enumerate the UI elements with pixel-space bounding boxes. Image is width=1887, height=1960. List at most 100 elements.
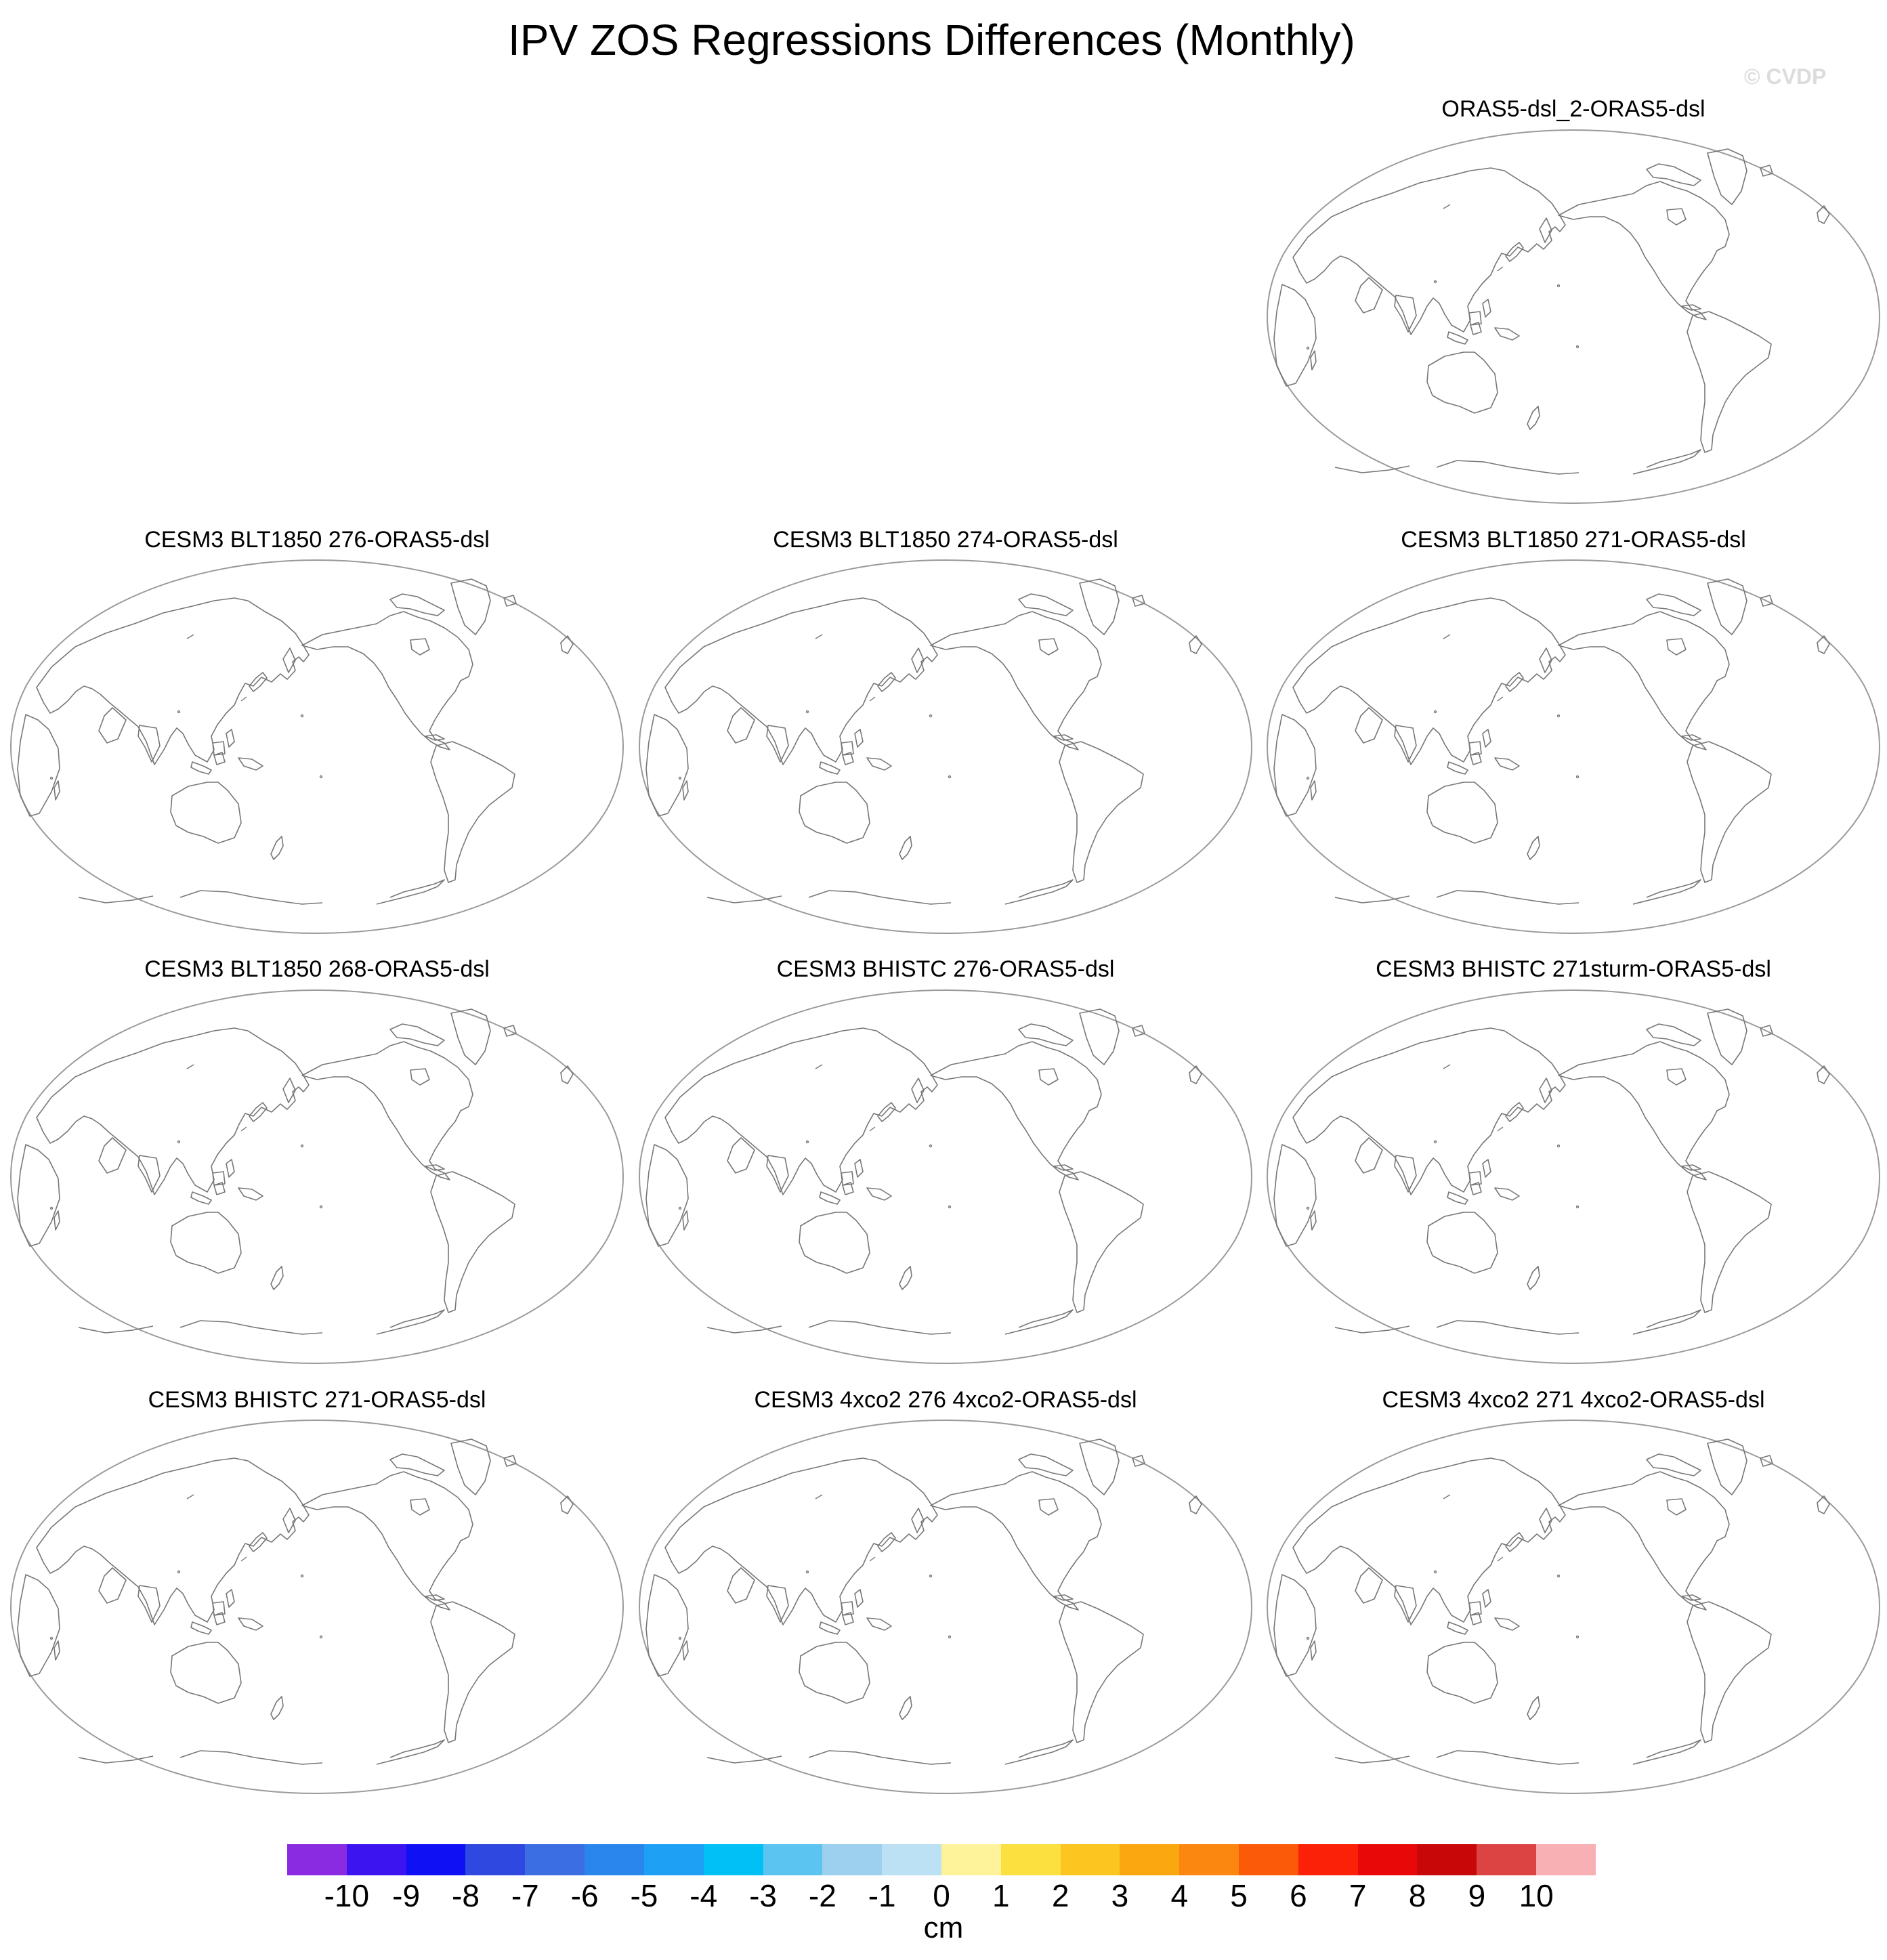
coast-indonesia-2 — [842, 1182, 854, 1195]
coast-hudson — [1038, 638, 1059, 656]
coast-antarctica-3 — [706, 1755, 782, 1764]
colorbar-box — [1477, 1844, 1537, 1875]
coast-north-america — [930, 1041, 1102, 1180]
coast-uk — [560, 1065, 574, 1084]
coast-eurasia — [36, 1457, 310, 1625]
colorbar-tick-label: -8 — [452, 1878, 480, 1913]
coast-uk — [1189, 635, 1202, 654]
coast-madagascar — [1310, 780, 1317, 801]
coast-madagascar — [54, 780, 60, 801]
coast-india — [1394, 1155, 1417, 1193]
coast-india — [137, 1585, 161, 1623]
coast-uk — [1817, 1495, 1830, 1514]
coast-iceland — [1760, 1025, 1773, 1037]
coast-new-guinea — [1494, 1187, 1520, 1201]
coast-greenland — [1707, 1008, 1747, 1065]
colorbar-box — [1298, 1844, 1358, 1875]
coast-north-america — [1558, 1471, 1730, 1611]
coast-uk — [1189, 1495, 1202, 1514]
colorbar-box — [1120, 1844, 1180, 1875]
coast-australia — [1426, 351, 1498, 414]
coast-arabia — [1355, 1137, 1383, 1174]
robinson-map-panel — [1267, 989, 1880, 1365]
coast-arctic-islands — [1646, 1023, 1701, 1046]
coast-borneo — [1468, 1601, 1482, 1616]
coast-antarctica-3 — [1334, 1755, 1410, 1764]
coast-south-america — [430, 1171, 515, 1313]
colorbar-tick-label: 7 — [1349, 1878, 1367, 1913]
coast-borneo — [1468, 311, 1482, 326]
coast-borneo — [212, 1171, 226, 1186]
coast-india — [766, 1585, 789, 1623]
coast-hudson — [410, 1498, 430, 1516]
coast-cuba — [1681, 734, 1701, 741]
coast-greenland — [1707, 148, 1747, 205]
coast-hudson — [1666, 1068, 1687, 1086]
coast-antarctica-3 — [1334, 895, 1410, 903]
coast-south-america — [1059, 1171, 1144, 1313]
colorbar-box — [703, 1844, 763, 1875]
coast-arabia — [98, 1567, 127, 1604]
coast-antarctica-3 — [78, 895, 154, 903]
coast-kamchatka — [911, 1078, 925, 1103]
coast-india — [137, 725, 161, 763]
coast-indonesia-2 — [1470, 1612, 1482, 1625]
coast-new-guinea — [1494, 757, 1520, 771]
coast-africa — [17, 1574, 60, 1677]
coast-south-america — [430, 1601, 515, 1743]
coast-arctic-islands — [1018, 1453, 1074, 1476]
coast-eurasia — [36, 1027, 310, 1195]
figure-title: IPV ZOS Regressions Differences (Monthly… — [508, 16, 1355, 64]
coast-borneo — [212, 1601, 226, 1616]
coast-antarctica-3 — [1334, 465, 1410, 473]
colorbar-tick-label: 9 — [1468, 1878, 1486, 1913]
robinson-map-panel — [10, 989, 624, 1365]
coast-antarctica-3 — [706, 895, 782, 903]
coast-australia — [170, 1642, 242, 1704]
coast-japan — [1505, 1102, 1524, 1122]
colorbar-box — [822, 1844, 883, 1875]
colorbar-box — [287, 1844, 347, 1875]
coast-indonesia-1 — [190, 1191, 212, 1205]
coast-hudson — [1038, 1498, 1059, 1516]
coast-arabia — [727, 1137, 755, 1174]
coast-arabia — [727, 1567, 755, 1604]
coast-eurasia — [1292, 597, 1566, 765]
coast-japan — [877, 1102, 896, 1122]
coast-japan — [249, 1102, 268, 1122]
coast-antarctica-2 — [1632, 1739, 1701, 1765]
colorbar-box — [1357, 1844, 1418, 1875]
coast-new-zealand — [270, 1696, 284, 1720]
colorbar-tick-label: -2 — [808, 1878, 836, 1913]
coast-borneo — [1468, 741, 1482, 756]
coast-australia — [799, 1212, 870, 1274]
coast-arabia — [1355, 1567, 1383, 1604]
coast-south-america — [1687, 1171, 1772, 1313]
panel-title: CESM3 BLT1850 271-ORAS5-dsl — [1401, 527, 1746, 553]
map-boundary — [1267, 989, 1880, 1365]
coast-new-zealand — [270, 1266, 284, 1290]
coast-philippines — [854, 1159, 864, 1178]
coast-antarctica-1 — [1436, 890, 1579, 905]
map-boundary — [10, 989, 624, 1365]
map-boundary — [639, 559, 1252, 935]
coast-south-america — [430, 741, 515, 883]
robinson-map-panel — [639, 559, 1252, 935]
coast-south-america — [1687, 741, 1772, 883]
coast-new-guinea — [866, 1187, 892, 1201]
colorbar-tick-label: -1 — [868, 1878, 896, 1913]
coast-madagascar — [682, 1640, 689, 1661]
coast-indonesia-1 — [1447, 1191, 1468, 1205]
colorbar-box — [346, 1844, 406, 1875]
colorbar-box — [1417, 1844, 1477, 1875]
coast-arctic-islands — [1646, 163, 1701, 186]
coast-africa — [17, 714, 60, 817]
coast-iceland — [1132, 1455, 1145, 1467]
coast-madagascar — [1310, 350, 1317, 370]
coast-australia — [1426, 1212, 1498, 1274]
coast-india — [1394, 725, 1417, 763]
coast-japan — [877, 672, 896, 692]
coast-iceland — [1760, 165, 1773, 177]
coast-philippines — [226, 1159, 235, 1178]
colorbar-tick-label: 4 — [1170, 1878, 1189, 1913]
